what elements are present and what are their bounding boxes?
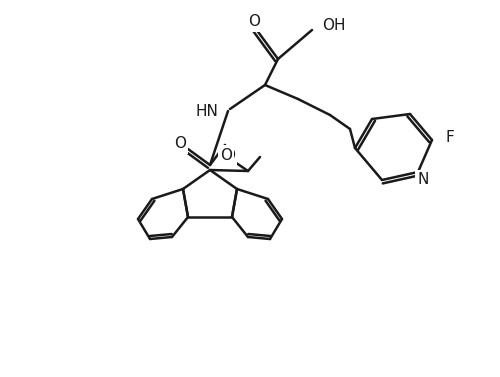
Text: N: N: [418, 173, 428, 187]
Text: F: F: [446, 130, 454, 146]
Text: O: O: [220, 149, 232, 164]
Text: O: O: [174, 136, 186, 152]
Text: O: O: [223, 147, 235, 162]
Text: HN: HN: [195, 104, 218, 118]
Text: OH: OH: [322, 17, 345, 32]
Text: O: O: [248, 14, 260, 29]
